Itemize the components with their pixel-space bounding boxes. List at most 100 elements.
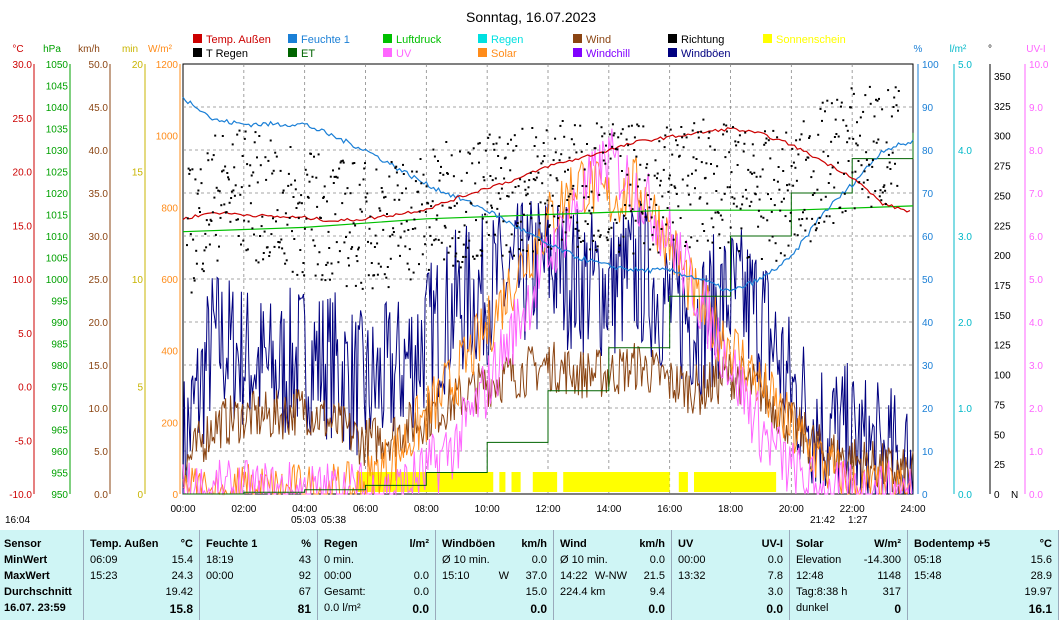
direction-point — [315, 176, 318, 179]
direction-point — [196, 192, 199, 195]
column-unit: km/h — [521, 538, 547, 550]
direction-point — [834, 118, 837, 121]
cell-value: 19.42 — [165, 586, 193, 598]
direction-point — [494, 233, 496, 236]
axis-press-tick: 1045 — [46, 82, 69, 93]
direction-point — [510, 233, 513, 236]
direction-point — [630, 210, 633, 213]
direction-point — [437, 160, 439, 162]
direction-point — [810, 176, 813, 179]
direction-point — [815, 227, 818, 230]
table-column-header: Wind km/h — [560, 538, 665, 550]
direction-point — [681, 178, 684, 181]
axis-press-tick: 965 — [51, 426, 68, 437]
axis-dir-tick: 125 — [994, 341, 1011, 352]
direction-point — [583, 196, 585, 199]
direction-point — [675, 139, 677, 142]
legend-label: Wind — [586, 34, 611, 46]
axis-hum-tick: 50 — [922, 275, 934, 286]
direction-point — [785, 131, 788, 134]
direction-point — [464, 255, 467, 258]
axis-wind-tick: 20.0 — [89, 318, 109, 329]
direction-point — [639, 163, 642, 166]
direction-point — [507, 195, 510, 198]
direction-point — [883, 184, 886, 187]
direction-point — [592, 234, 595, 237]
direction-point — [802, 211, 804, 214]
direction-point — [587, 196, 590, 198]
direction-point — [330, 262, 333, 265]
direction-point — [386, 213, 388, 215]
direction-point — [516, 225, 519, 228]
axis-solar-tick: 1200 — [156, 60, 179, 71]
direction-point — [779, 209, 782, 212]
direction-point — [738, 250, 741, 253]
direction-point — [378, 207, 381, 210]
direction-point — [466, 246, 469, 249]
direction-point — [546, 199, 549, 202]
direction-point — [679, 217, 682, 219]
direction-point — [586, 223, 589, 225]
direction-point — [827, 182, 830, 184]
direction-point — [236, 133, 239, 136]
direction-point — [686, 184, 689, 187]
direction-point — [767, 193, 769, 196]
axis-temp-tick: 25.0 — [13, 114, 33, 125]
axis-press-tick: 955 — [51, 469, 68, 480]
direction-point — [719, 214, 722, 217]
direction-point — [234, 184, 237, 187]
direction-point — [754, 193, 757, 196]
direction-point — [360, 210, 363, 213]
direction-point — [670, 183, 673, 186]
direction-point — [275, 220, 277, 223]
direction-point — [613, 132, 616, 135]
column-title: Feuchte 1 — [206, 538, 258, 550]
direction-point — [440, 165, 442, 168]
direction-point — [504, 156, 507, 159]
direction-point — [812, 170, 815, 173]
direction-point — [795, 139, 798, 142]
direction-point — [767, 139, 770, 142]
column-title: Temp. Außen — [90, 538, 159, 550]
direction-point — [231, 143, 234, 146]
direction-point — [189, 233, 192, 236]
direction-point — [205, 219, 208, 222]
direction-point — [870, 205, 873, 208]
axis-uv-tick: 6.0 — [1029, 232, 1043, 243]
direction-point — [439, 172, 442, 174]
cell-value: 43 — [298, 554, 311, 566]
direction-point — [859, 116, 862, 119]
direction-point — [610, 226, 613, 229]
axis-solar-tick: 400 — [161, 347, 178, 358]
direction-point — [682, 146, 685, 149]
direction-point — [228, 201, 231, 204]
cell-value: 3.0 — [767, 586, 783, 598]
direction-point — [562, 220, 565, 223]
axis-press-tick: 975 — [51, 383, 68, 394]
direction-point — [283, 252, 286, 255]
direction-point — [241, 155, 244, 157]
direction-point — [700, 130, 703, 133]
direction-point — [465, 210, 468, 213]
direction-point — [796, 234, 799, 237]
direction-point — [656, 177, 658, 180]
direction-point — [573, 143, 576, 146]
legend-label: Luftdruck — [396, 34, 442, 46]
direction-point — [383, 196, 385, 199]
direction-point — [249, 164, 252, 167]
direction-point — [352, 222, 355, 225]
direction-point — [407, 229, 410, 231]
direction-point — [646, 163, 649, 166]
direction-point — [527, 186, 530, 189]
direction-point — [557, 205, 560, 207]
direction-point — [741, 203, 744, 206]
axis-hum-tick: 100 — [922, 60, 939, 71]
direction-point — [721, 218, 724, 221]
direction-point — [272, 169, 275, 172]
direction-point — [811, 194, 814, 196]
axis-press-tick: 1020 — [46, 189, 69, 200]
direction-point — [219, 216, 222, 219]
direction-point — [233, 194, 236, 197]
table-row-label: Sensor — [4, 538, 77, 554]
table-cell-row: 16.1 — [914, 602, 1052, 618]
